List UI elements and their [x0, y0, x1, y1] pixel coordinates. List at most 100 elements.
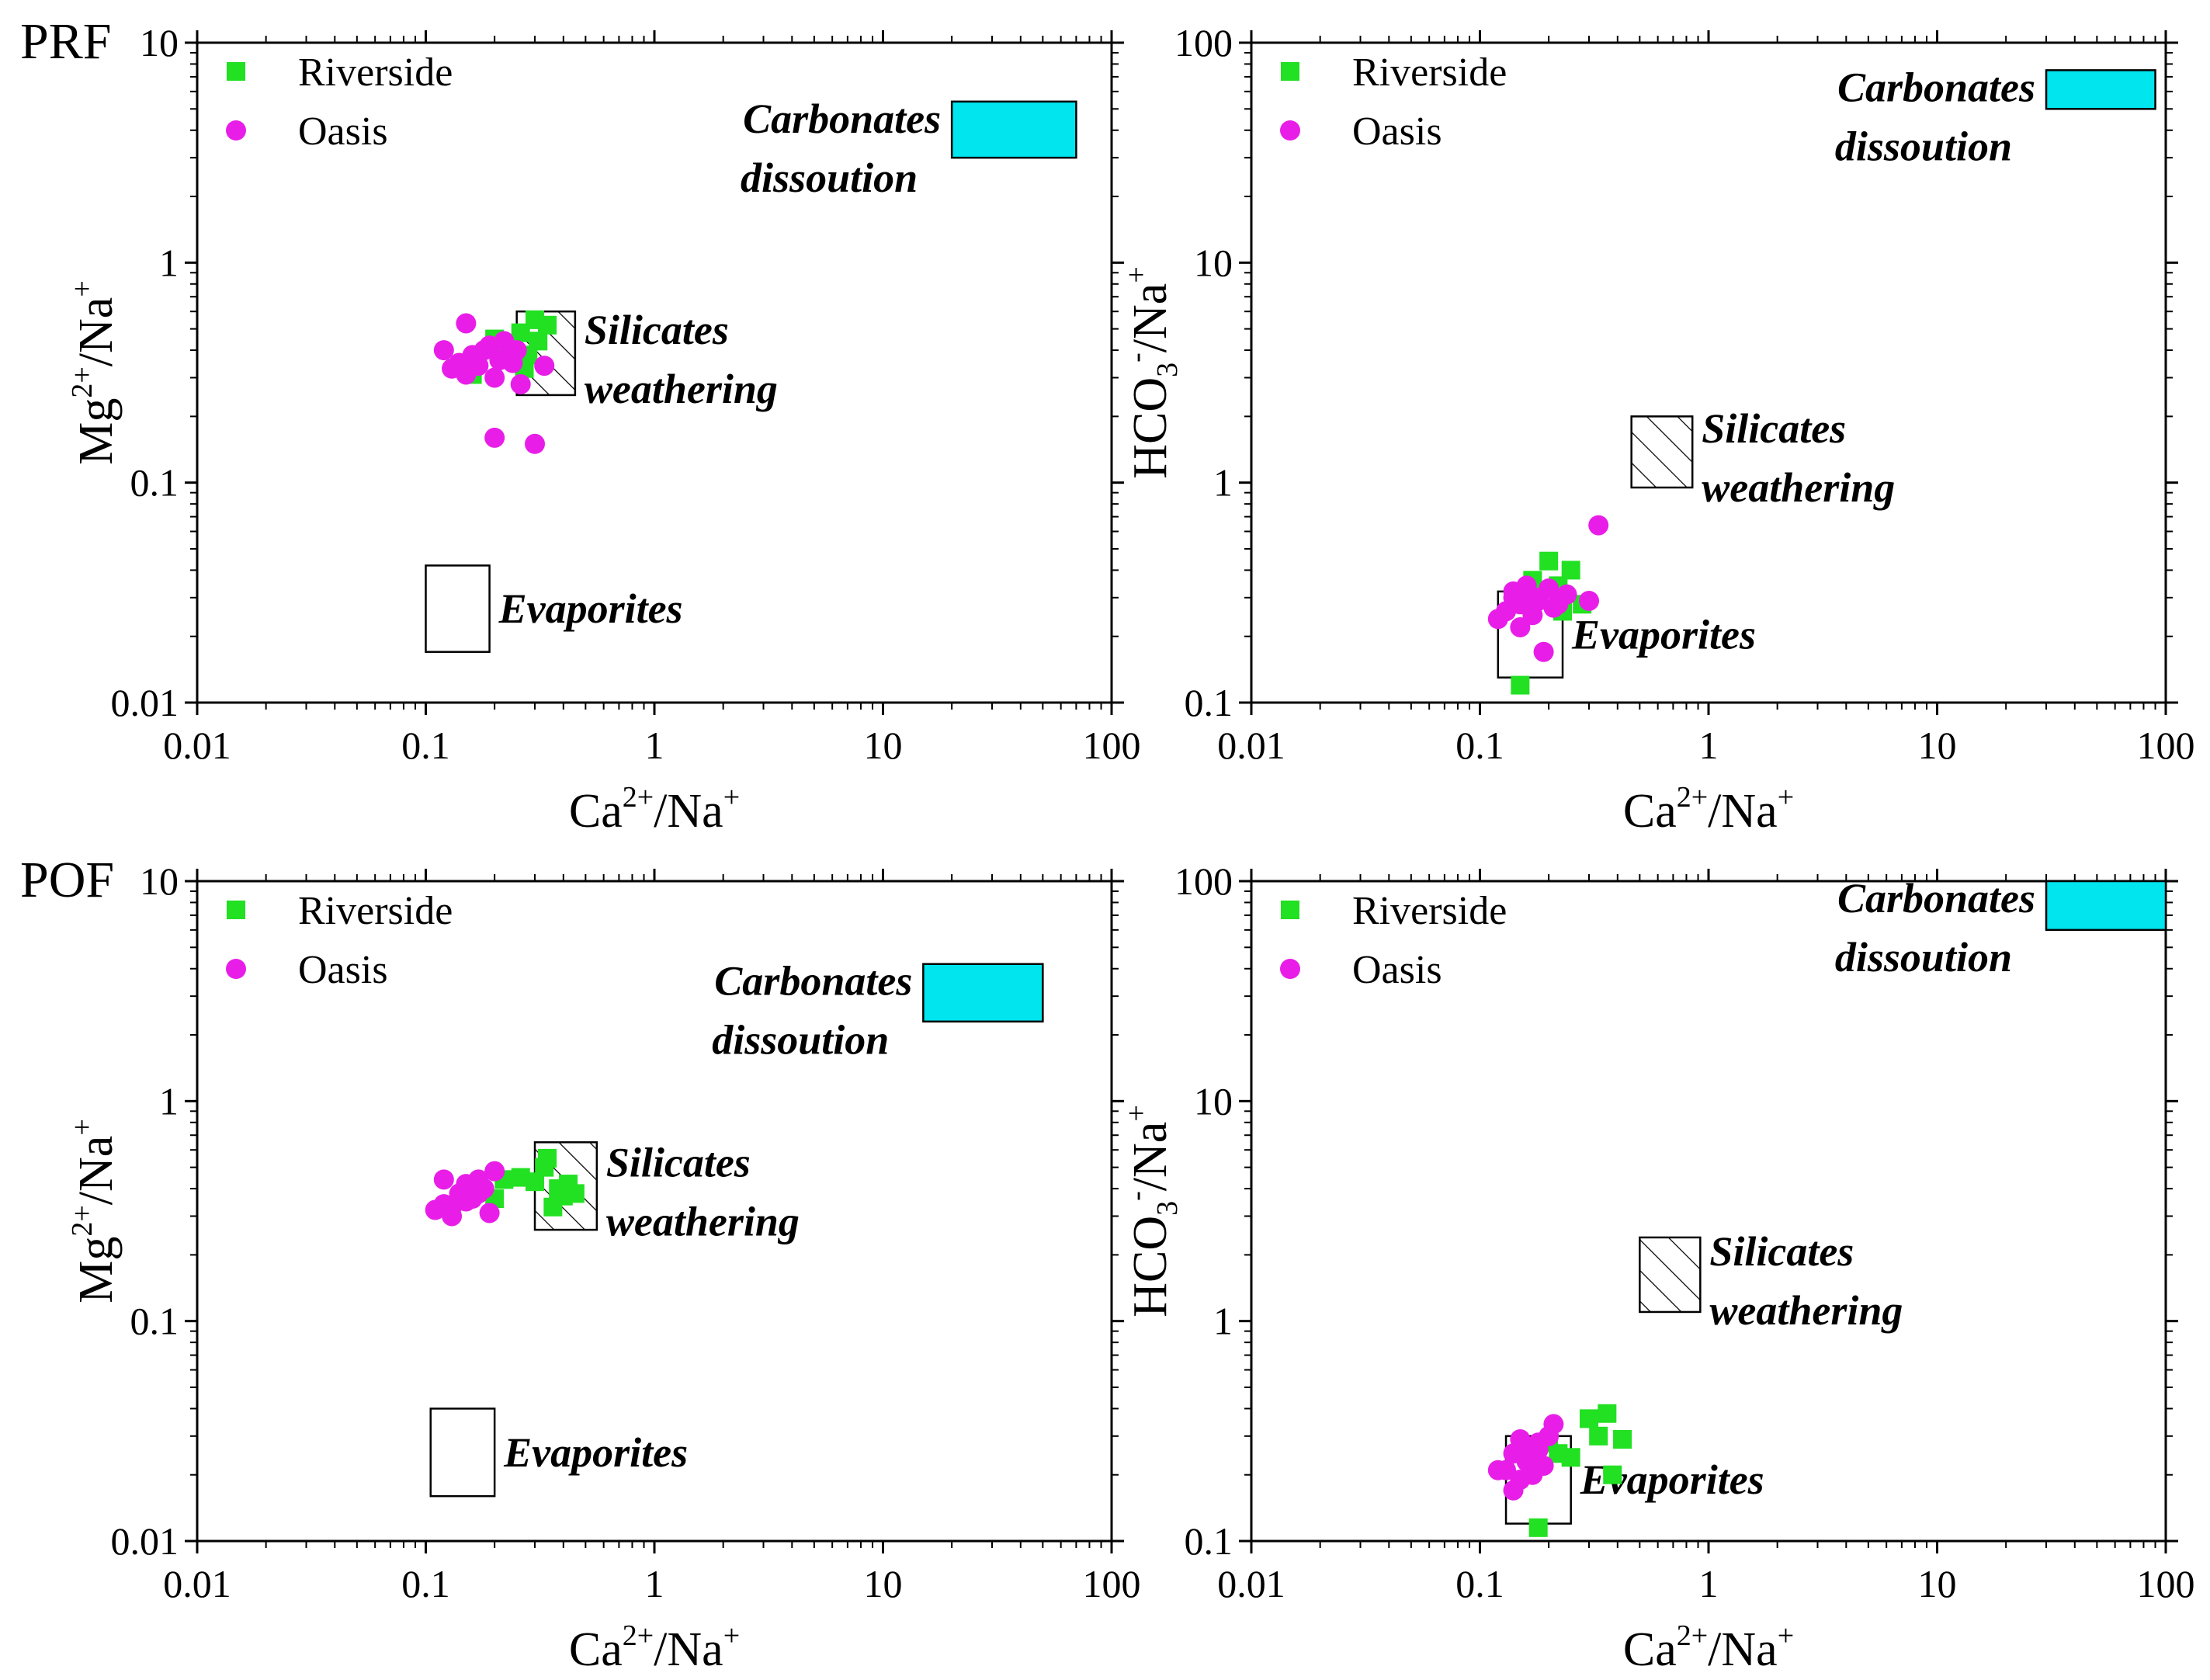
legend-riverside-label: Riverside — [298, 50, 453, 95]
x-tick-label: 10 — [1918, 724, 1957, 767]
riverside-point — [1511, 675, 1530, 695]
x-axis-title-part: Ca — [569, 785, 623, 838]
riverside-point — [1598, 1404, 1617, 1423]
legend-oasis-marker — [1280, 120, 1300, 141]
silicates-label-line2: weathering — [1709, 1287, 1903, 1334]
y-axis-title-sup: + — [1120, 1105, 1153, 1121]
chart-panel-2: 0.01 0.1 1 10 1000.1110100Ca2+/Na+HCO3-/Na+C… — [1120, 21, 2195, 838]
silicates-label-line1: Silicates — [1709, 1228, 1854, 1275]
x-axis-title-sup: + — [1778, 781, 1794, 814]
oasis-point — [1496, 1460, 1517, 1480]
x-axis-title-part: Ca — [1623, 1623, 1677, 1676]
riverside-point — [1589, 1426, 1608, 1446]
x-tick-label: 10 — [864, 724, 903, 767]
oasis-point — [1543, 1414, 1564, 1435]
riverside-point — [529, 331, 548, 351]
x-axis-title-sup: 2+ — [1677, 781, 1708, 814]
carbonates-label-line1: Carbonates — [714, 958, 912, 1005]
carbonates-label-line2: dissoution — [712, 1017, 889, 1064]
x-axis-title: Ca2+/Na+ — [1623, 1619, 1794, 1676]
legend-riverside-label: Riverside — [1352, 889, 1507, 933]
oasis-point — [534, 356, 555, 377]
panel-label: PRF — [20, 13, 111, 70]
y-axis-title: HCO3-/Na+ — [1120, 266, 1184, 479]
carbonates-region — [922, 963, 1044, 1023]
oasis-point — [1528, 590, 1549, 611]
oasis-point — [525, 433, 546, 454]
y-tick-label: 100 — [1174, 859, 1233, 903]
silicates-label-line2: weathering — [585, 366, 778, 412]
riverside-point — [538, 315, 557, 335]
x-tick-label: 1 — [645, 1562, 664, 1605]
oasis-point — [484, 367, 505, 388]
legend-riverside-marker — [1281, 62, 1299, 81]
y-axis-title-sub: 3 — [1151, 1201, 1184, 1216]
x-axis-title-part: /Na — [654, 1623, 723, 1676]
oasis-point — [456, 364, 477, 385]
silicates-label-line2: weathering — [606, 1199, 800, 1245]
x-tick-label: 0.01 — [1217, 724, 1285, 767]
x-tick-label: 100 — [2137, 1562, 2195, 1605]
oasis-point — [1516, 575, 1537, 596]
legend-riverside-marker — [227, 901, 245, 919]
oasis-point — [484, 1161, 505, 1182]
carbonates-label-line2: dissoution — [741, 154, 918, 201]
riverside-point — [1580, 1409, 1599, 1428]
legend-riverside-label: Riverside — [1352, 50, 1507, 95]
x-tick-label: 0.1 — [401, 724, 450, 767]
y-axis-title-part: Mg — [70, 1237, 123, 1303]
y-tick-label: 0.1 — [130, 461, 179, 505]
x-axis-title-part: /Na — [654, 785, 723, 838]
riverside-point — [565, 1184, 585, 1203]
legend-oasis-label: Oasis — [1352, 948, 1442, 992]
x-axis-title-sup: 2+ — [1677, 1619, 1708, 1652]
y-tick-label: 10 — [1194, 241, 1233, 284]
y-axis-title-sup: - — [1120, 352, 1153, 363]
legend-oasis-label: Oasis — [298, 109, 388, 154]
legend-oasis-label: Oasis — [1352, 109, 1442, 154]
oasis-point — [479, 335, 500, 356]
y-tick-label: 1 — [159, 241, 179, 284]
riverside-point — [535, 1158, 554, 1177]
oasis-point — [506, 340, 527, 361]
evaporites-label: Evaporites — [498, 585, 683, 632]
x-axis-title: Ca2+/Na+ — [1623, 781, 1794, 838]
silicates-region — [1630, 415, 1694, 489]
x-axis-title-sup: + — [723, 1619, 740, 1652]
silicates-region — [1639, 1236, 1702, 1314]
riverside-point — [1528, 1518, 1548, 1537]
x-tick-label: 0.01 — [1217, 1562, 1285, 1605]
legend-riverside-marker — [227, 62, 245, 81]
silicates-label-line1: Silicates — [1702, 405, 1846, 452]
x-tick-label: 0.1 — [1455, 724, 1504, 767]
y-tick-label: 0.1 — [1185, 1519, 1233, 1563]
evaporites-region — [429, 1408, 496, 1498]
y-tick-label: 1 — [1213, 461, 1233, 505]
y-axis-title-part: /Na — [70, 1136, 123, 1206]
oasis-point — [456, 313, 477, 334]
x-tick-label: 10 — [864, 1562, 903, 1605]
x-tick-label: 100 — [1083, 1562, 1141, 1605]
y-axis-title-part: /Na — [1124, 1122, 1177, 1192]
oasis-point — [1510, 1470, 1531, 1491]
y-tick-label: 100 — [1174, 21, 1233, 64]
chart-panel-4: 0.01 0.1 1 10 1000.1110100Ca2+/Na+HCO3-/Na+C… — [1120, 859, 2195, 1676]
oasis-point — [1556, 584, 1577, 605]
x-tick-label: 1 — [1699, 1562, 1719, 1605]
carbonates-region — [2045, 880, 2167, 932]
carbonates-region — [2045, 69, 2156, 110]
x-axis-title: Ca2+/Na+ — [569, 781, 740, 838]
carbonates-label-line1: Carbonates — [743, 95, 941, 142]
oasis-point — [479, 1203, 500, 1224]
oasis-point — [1533, 641, 1554, 662]
oasis-point — [484, 427, 505, 448]
silicates-label-line1: Silicates — [606, 1140, 751, 1186]
x-axis-title-sup: + — [1778, 1619, 1794, 1652]
evaporites-region — [425, 564, 491, 653]
evaporites-label: Evaporites — [1571, 611, 1756, 658]
y-tick-label: 1 — [1213, 1300, 1233, 1343]
oasis-point — [1579, 590, 1600, 611]
oasis-point — [1503, 587, 1524, 608]
riverside-point — [1603, 1465, 1622, 1484]
